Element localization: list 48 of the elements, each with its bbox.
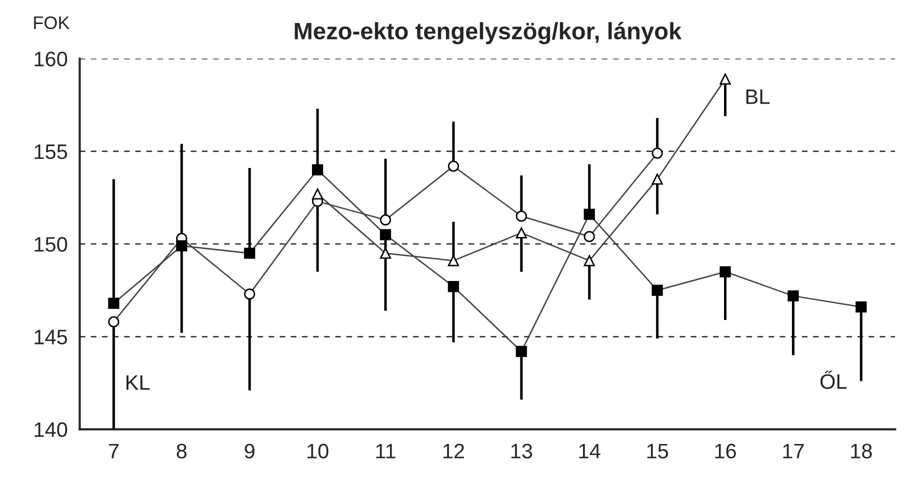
point <box>584 255 595 266</box>
y-tick-label: 155 <box>34 144 68 160</box>
y-tick-label: 150 <box>34 236 68 252</box>
point <box>788 290 799 302</box>
chart-title: Mezo-ekto tengelyszög/kor, lányok <box>294 22 682 44</box>
x-tick-label: 12 <box>443 444 464 458</box>
y-axis-title: FOK <box>34 16 70 30</box>
text: KL <box>126 375 150 390</box>
x-tick-label: 17 <box>783 444 804 458</box>
x-tick-label: 16 <box>715 444 736 458</box>
x-tick-label: 7 <box>108 444 118 458</box>
x-tick-label: 13 <box>511 444 532 458</box>
point <box>380 229 392 240</box>
x-tick-label: 14 <box>579 444 600 458</box>
text: ŐL <box>820 370 847 389</box>
point <box>720 266 731 278</box>
x-tick-label: 9 <box>244 444 254 458</box>
point <box>720 74 731 85</box>
point <box>108 316 120 328</box>
point <box>516 227 527 238</box>
y-tick-label: 145 <box>34 330 68 344</box>
point <box>448 160 460 172</box>
point <box>516 346 527 358</box>
x-tick-label: 11 <box>376 444 396 458</box>
x-tick-label: 18 <box>851 444 872 458</box>
point <box>652 148 663 159</box>
point <box>584 208 595 220</box>
point <box>448 255 460 266</box>
point <box>652 284 663 296</box>
series-label: BL <box>746 90 770 104</box>
point <box>584 231 595 242</box>
point <box>652 174 663 185</box>
point <box>856 301 867 313</box>
point <box>176 240 188 252</box>
point <box>516 210 527 222</box>
x-tick-label: 15 <box>647 444 668 458</box>
x-tick-label: 10 <box>308 444 328 458</box>
point <box>448 281 460 292</box>
point <box>312 188 324 200</box>
y-tick-label: 160 <box>34 52 68 66</box>
point <box>312 164 324 176</box>
point <box>244 288 256 300</box>
point <box>380 248 392 259</box>
point <box>244 248 256 259</box>
point <box>380 214 392 226</box>
point <box>108 298 120 309</box>
x-tick-label: 8 <box>176 444 187 458</box>
y-tick-label: 140 <box>34 422 68 438</box>
